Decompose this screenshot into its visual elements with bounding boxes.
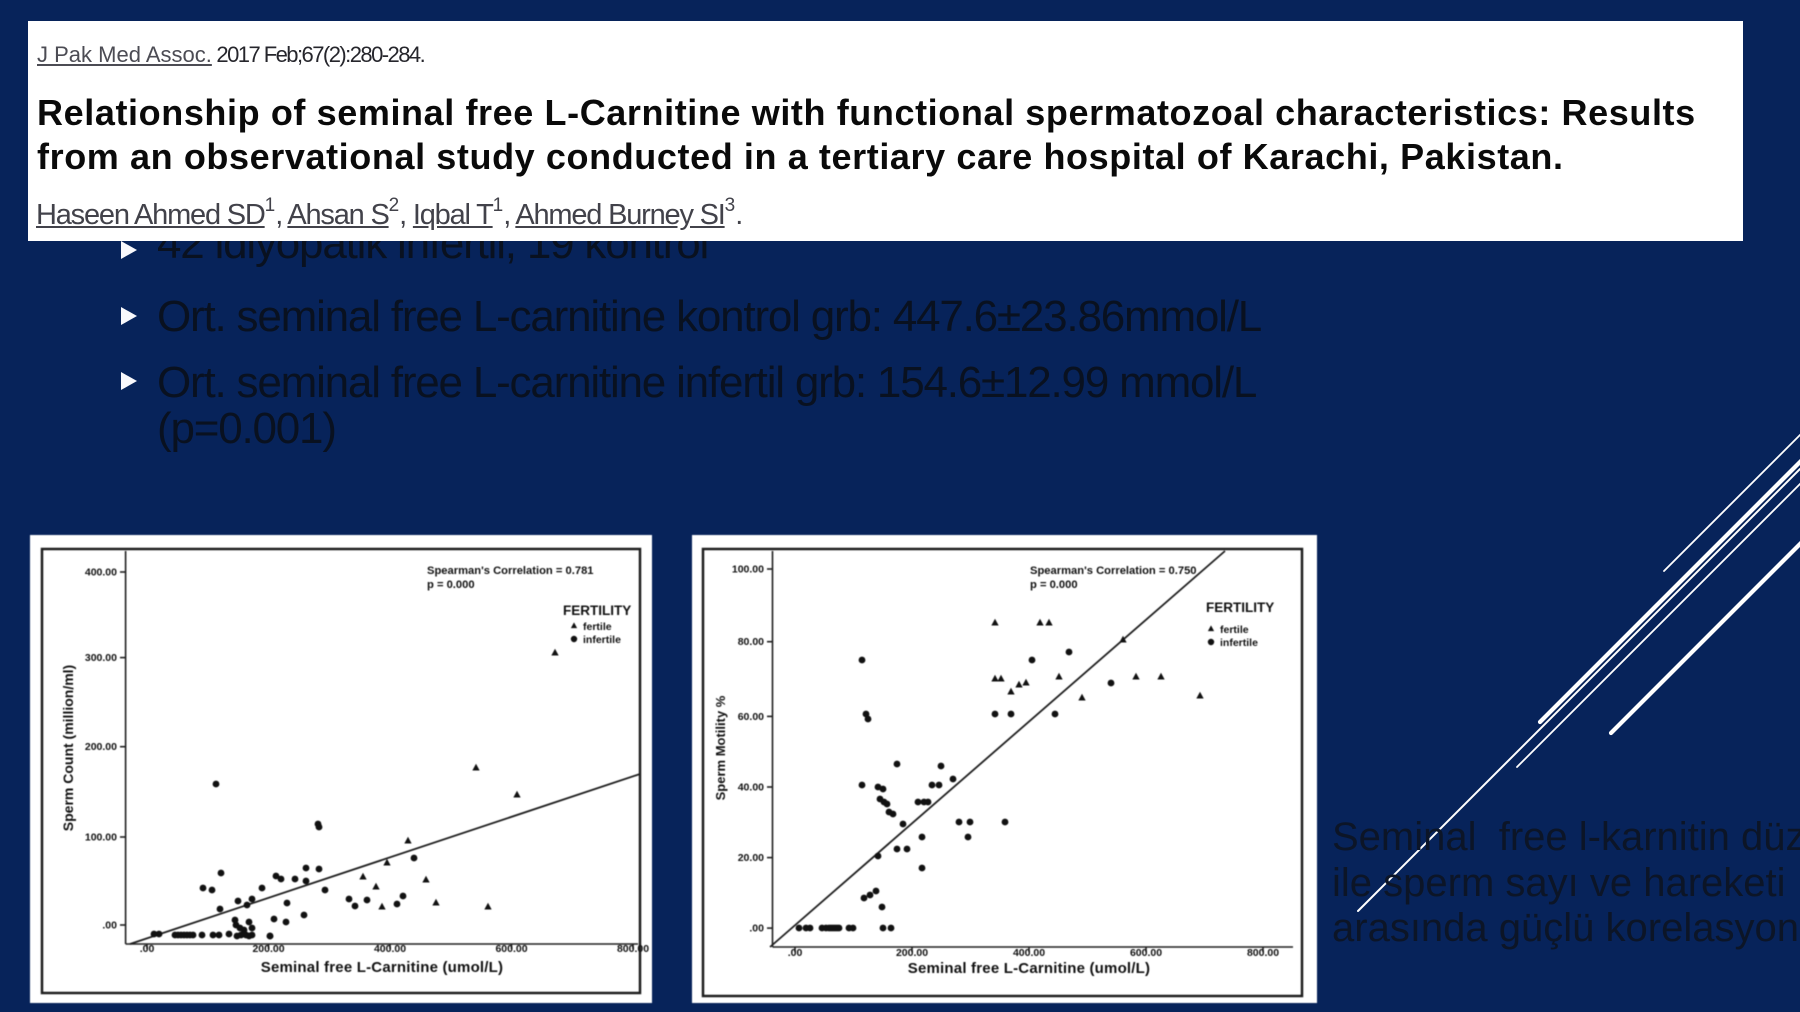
svg-text:600.00: 600.00 [1130,947,1162,959]
svg-text:100.00: 100.00 [85,832,117,844]
svg-text:p = 0.000: p = 0.000 [1030,579,1078,591]
svg-text:20.00: 20.00 [738,852,764,864]
svg-text:200.00: 200.00 [252,943,284,955]
svg-text:Seminal free L-Carnitine (umol: Seminal free L-Carnitine (umol/L) [261,959,503,976]
svg-text:600.00: 600.00 [495,943,527,955]
svg-text:Sperm Count (million/ml): Sperm Count (million/ml) [60,665,76,831]
svg-text:80.00: 80.00 [738,636,764,648]
svg-text:Spearman's Correlation = 0.750: Spearman's Correlation = 0.750 [1030,565,1197,577]
svg-text:.00: .00 [102,920,117,932]
svg-text:Sperm Motility %: Sperm Motility % [713,695,728,800]
svg-text:.00: .00 [749,923,764,935]
svg-text:fertile: fertile [583,621,612,633]
svg-text:400.00: 400.00 [85,567,117,579]
svg-text:Seminal free L-Carnitine (umol: Seminal free L-Carnitine (umol/L) [908,960,1150,977]
svg-text:Spearman's Correlation = 0.781: Spearman's Correlation = 0.781 [427,565,594,577]
svg-text:p = 0.000: p = 0.000 [427,579,475,591]
svg-text:.00: .00 [140,943,155,955]
svg-text:infertile: infertile [1220,637,1258,649]
svg-text:800.00: 800.00 [617,943,649,955]
svg-text:FERTILITY: FERTILITY [1206,600,1274,615]
svg-text:fertile: fertile [1220,624,1249,636]
svg-text:FERTILITY: FERTILITY [563,603,631,618]
svg-text:200.00: 200.00 [85,741,117,753]
svg-text:300.00: 300.00 [85,652,117,664]
svg-text:40.00: 40.00 [738,782,764,794]
svg-text:100.00: 100.00 [732,564,764,576]
svg-text:60.00: 60.00 [738,711,764,723]
svg-text:400.00: 400.00 [1013,947,1045,959]
svg-text:400.00: 400.00 [374,943,406,955]
svg-text:200.00: 200.00 [896,947,928,959]
svg-text:infertile: infertile [583,634,621,646]
svg-text:.00: .00 [788,947,803,959]
svg-text:800.00: 800.00 [1247,947,1279,959]
